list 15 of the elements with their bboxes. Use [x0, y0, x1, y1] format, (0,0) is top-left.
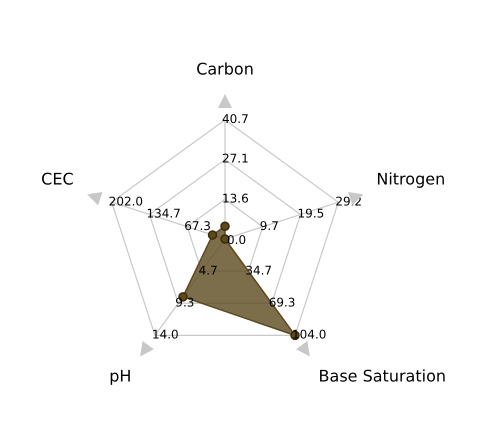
text: 13.6 [222, 191, 249, 206]
text: 202.0 [108, 194, 144, 208]
spoke-label: Nitrogen [376, 169, 446, 188]
spoke-label: Base Saturation [318, 366, 446, 386]
text: 27.1 [222, 152, 249, 166]
spoke-label: Carbon [196, 59, 254, 78]
text: 19.5 [298, 206, 324, 221]
spoke-label: pH [109, 366, 132, 386]
text: 9.7 [260, 218, 279, 233]
text: 67.3 [184, 218, 211, 233]
spoke-label: CEC [41, 169, 74, 188]
text: 4.7 [198, 263, 218, 278]
text: 134.7 [146, 206, 181, 221]
text: 14.0 [152, 328, 179, 342]
text: 40.7 [222, 112, 249, 126]
